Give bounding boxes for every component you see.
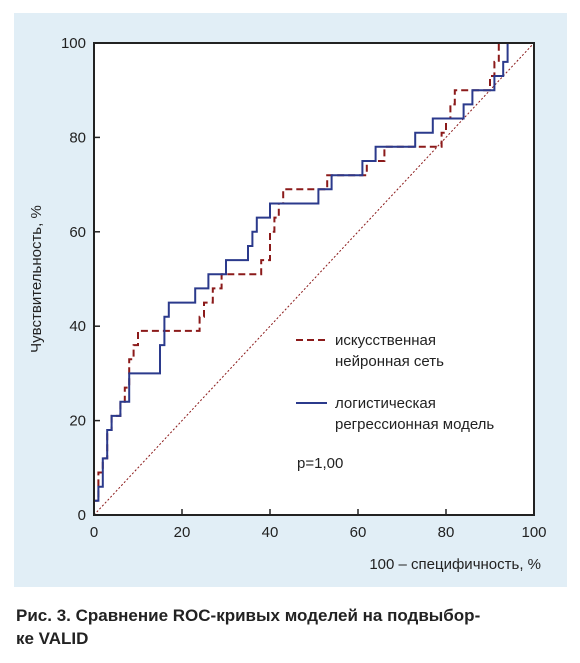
y-tick-label: 20 — [69, 413, 86, 430]
x-tick-label: 40 — [262, 524, 279, 541]
legend-label-2: регрессионная модель — [335, 416, 494, 433]
legend: искусственная нейронная сеть логистическая… — [296, 332, 494, 433]
y-tick-label: 0 — [78, 507, 86, 524]
x-axis-title: 100 – специфичность, % — [369, 556, 541, 573]
figure-panel: 0 20 40 60 80 100 0 20 40 60 80 100 Чувствительност… — [14, 13, 567, 587]
legend-label-1: искусственная — [335, 332, 436, 349]
legend-label-2: логистическая — [335, 395, 436, 412]
caption-line-1: Рис. 3. Сравнение ROC-кривых моделей на … — [16, 606, 481, 625]
legend-label-1: нейронная сеть — [335, 353, 444, 370]
y-axis-title: Чувствительность, % — [28, 205, 45, 353]
x-tick-label: 20 — [174, 524, 191, 541]
caption-line-2: ке VALID — [16, 629, 89, 648]
x-tick-label: 100 — [521, 524, 546, 541]
y-tick-label: 60 — [69, 224, 86, 241]
x-tick-label: 60 — [350, 524, 367, 541]
roc-chart: 0 20 40 60 80 100 0 20 40 60 80 100 Чувствительност… — [28, 35, 547, 573]
reference-diagonal-line — [93, 42, 535, 516]
figure-caption: Рис. 3. Сравнение ROC-кривых моделей на … — [16, 604, 568, 650]
series-line-2 — [93, 42, 534, 515]
y-tick-label: 100 — [61, 35, 86, 52]
x-tick-label: 0 — [90, 524, 98, 541]
x-tick-label: 80 — [438, 524, 455, 541]
y-tick-label: 80 — [69, 129, 86, 146]
p-value-annotation: p=1,00 — [297, 455, 343, 472]
y-tick-label: 40 — [69, 318, 86, 335]
plot-frame — [93, 42, 535, 516]
